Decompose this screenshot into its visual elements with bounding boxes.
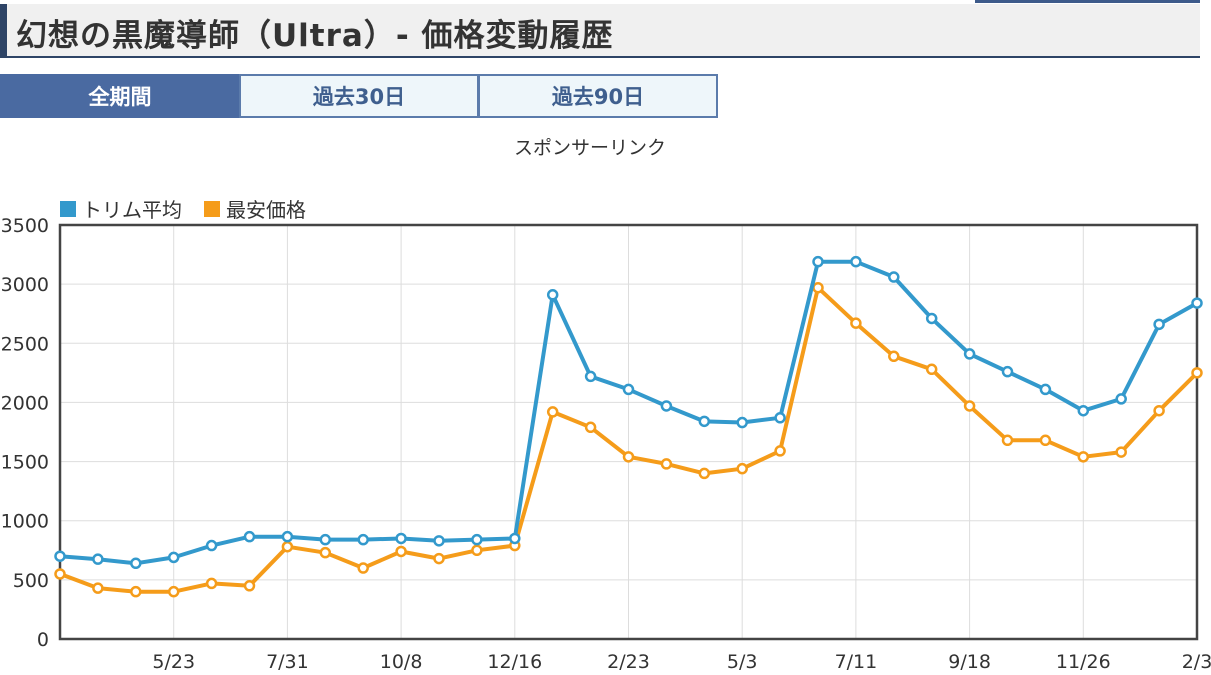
data-point-1 — [281, 540, 294, 553]
data-point-0 — [812, 255, 824, 268]
data-point-0 — [1039, 383, 1052, 396]
data-point-0 — [205, 539, 218, 552]
data-point-1 — [584, 421, 597, 434]
period-tabs: 全期間 過去30日 過去90日 — [0, 74, 718, 118]
data-point-0 — [1001, 365, 1014, 378]
data-point-1 — [736, 462, 748, 475]
legend-item-min-price[interactable]: 最安価格 — [204, 194, 306, 223]
x-tick-label: 2/3 — [1182, 651, 1211, 673]
data-point-0 — [281, 530, 294, 543]
data-point-0 — [736, 416, 748, 429]
data-point-1 — [319, 546, 332, 559]
data-point-1 — [888, 350, 900, 363]
data-point-0 — [54, 550, 66, 562]
data-point-0 — [888, 271, 900, 283]
data-point-0 — [471, 533, 483, 546]
data-point-1 — [1153, 404, 1165, 417]
legend-item-trim-avg[interactable]: トリム平均 — [60, 194, 182, 223]
x-tick-label: 2/23 — [607, 651, 650, 673]
header-accent-bar — [0, 4, 7, 56]
data-point-0 — [698, 415, 711, 428]
page-header: 幻想の黒魔導師（Ultra）- 価格変動履歴 — [0, 0, 1200, 58]
legend-label-trim-avg: トリム平均 — [82, 198, 182, 222]
data-point-1 — [1001, 434, 1014, 447]
data-point-0 — [963, 348, 976, 360]
data-point-0 — [622, 383, 635, 396]
x-tick-label: 7/31 — [266, 651, 309, 673]
data-point-0 — [167, 551, 180, 564]
data-point-1 — [774, 445, 786, 457]
data-point-1 — [395, 545, 407, 558]
data-point-1 — [433, 552, 445, 565]
data-point-1 — [167, 585, 180, 598]
y-tick-label: 2500 — [1, 333, 49, 355]
data-point-0 — [774, 412, 786, 424]
y-tick-label: 2000 — [1, 392, 49, 414]
legend-label-min-price: 最安価格 — [226, 198, 306, 222]
data-point-1 — [1077, 451, 1090, 463]
data-point-1 — [660, 458, 673, 470]
tab-past-90-days[interactable]: 過去90日 — [478, 74, 718, 118]
data-point-1 — [205, 577, 218, 590]
x-tick-label: 5/23 — [152, 651, 195, 673]
data-point-1 — [1191, 367, 1203, 379]
data-point-1 — [698, 467, 711, 480]
tab-all-period[interactable]: 全期間 — [0, 74, 240, 118]
x-tick-label: 5/3 — [727, 651, 758, 673]
data-point-1 — [130, 585, 142, 598]
chart-legend: トリム平均 最安価格 — [60, 194, 328, 223]
x-tick-label: 10/8 — [380, 651, 423, 673]
sponsor-link-label: スポンサーリンク — [514, 137, 667, 159]
data-point-1 — [812, 281, 824, 294]
data-point-0 — [92, 553, 104, 565]
data-point-1 — [963, 400, 976, 412]
tab-past-30-days[interactable]: 過去30日 — [239, 74, 479, 118]
data-point-1 — [54, 568, 66, 580]
data-point-1 — [850, 317, 862, 329]
data-point-1 — [546, 406, 559, 418]
y-tick-label: 3500 — [1, 215, 49, 237]
x-tick-label: 9/18 — [948, 651, 991, 673]
data-point-0 — [1115, 393, 1127, 405]
data-point-0 — [357, 533, 369, 546]
x-tick-label: 12/16 — [487, 651, 542, 673]
data-point-0 — [584, 370, 597, 383]
data-point-0 — [1191, 297, 1203, 309]
y-tick-label: 500 — [13, 570, 49, 592]
data-point-0 — [925, 312, 938, 325]
data-point-1 — [622, 451, 635, 463]
plot-frame — [58, 223, 1199, 641]
legend-swatch-min-price — [204, 200, 220, 217]
y-tick-label: 3000 — [1, 274, 49, 296]
data-point-0 — [395, 532, 407, 545]
data-point-0 — [509, 532, 521, 545]
y-tick-label: 1500 — [1, 452, 49, 474]
data-point-1 — [92, 582, 104, 594]
legend-swatch-trim-avg — [60, 200, 76, 217]
data-point-0 — [130, 557, 142, 570]
data-point-1 — [1115, 446, 1127, 458]
data-point-0 — [850, 255, 862, 268]
data-point-0 — [1077, 404, 1090, 417]
data-point-0 — [319, 533, 332, 546]
data-point-1 — [357, 562, 369, 574]
header-top-line — [975, 0, 1200, 3]
x-tick-label: 11/26 — [1056, 651, 1111, 673]
data-point-0 — [546, 289, 559, 301]
data-point-0 — [1153, 318, 1165, 331]
data-point-0 — [660, 400, 673, 412]
y-tick-label: 0 — [37, 629, 49, 651]
data-point-1 — [1039, 434, 1052, 447]
y-tick-label: 1000 — [1, 511, 49, 533]
data-point-1 — [243, 580, 256, 592]
page-title: 幻想の黒魔導師（Ultra）- 価格変動履歴 — [16, 18, 614, 54]
x-tick-label: 7/11 — [835, 651, 878, 673]
data-point-0 — [243, 530, 256, 543]
data-point-0 — [433, 535, 445, 547]
data-point-1 — [925, 363, 938, 376]
data-point-1 — [471, 544, 483, 557]
